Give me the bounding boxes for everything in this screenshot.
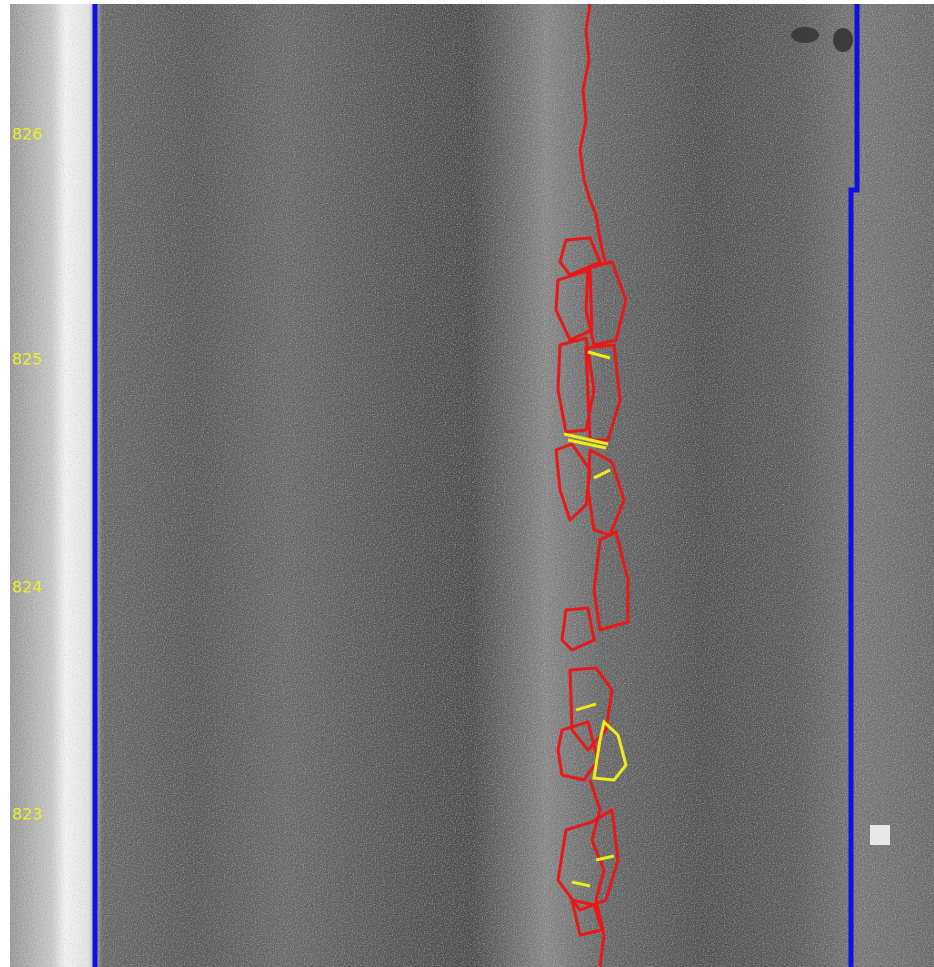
- distance-marker: 824: [12, 578, 43, 597]
- distance-marker: 825: [12, 350, 43, 369]
- crack-fills: [563, 350, 628, 888]
- stain: [791, 27, 819, 43]
- distance-marker: 823: [12, 805, 43, 824]
- stain: [833, 28, 853, 52]
- distance-marker: 826: [12, 125, 43, 144]
- crack-outlines: [554, 3, 630, 967]
- debris: [870, 825, 890, 845]
- lane-boundary: [848, 4, 860, 967]
- pavement: [10, 4, 934, 967]
